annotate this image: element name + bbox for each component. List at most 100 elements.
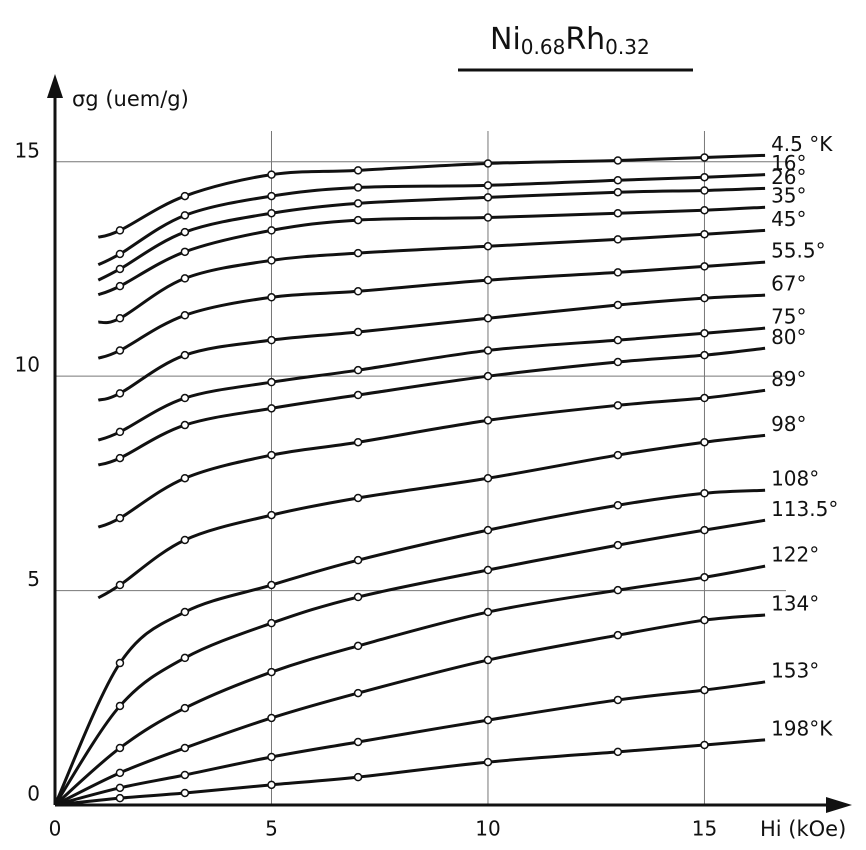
title-part: Ni (490, 22, 521, 57)
data-point (353, 183, 363, 192)
data-point (115, 768, 125, 778)
data-point (180, 227, 190, 237)
data-point (700, 153, 709, 162)
series-label: 55.5° (771, 239, 826, 263)
data-point (115, 427, 125, 437)
data-point (267, 780, 276, 790)
title-subscript: 0.68 (521, 35, 566, 59)
data-point (353, 287, 363, 296)
data-point (353, 327, 363, 337)
data-point (613, 747, 623, 757)
curve (54, 613, 766, 807)
data-point (180, 743, 190, 753)
data-point (353, 641, 363, 651)
data-point (700, 205, 709, 215)
data-point (180, 473, 190, 483)
data-point (700, 262, 709, 271)
curve (97, 153, 766, 239)
data-point (115, 314, 125, 323)
data-point (700, 740, 709, 750)
data-point (115, 793, 125, 803)
data-point (267, 510, 276, 520)
curve (97, 346, 766, 467)
data-point (353, 390, 363, 400)
data-point (353, 199, 363, 208)
data-point (483, 757, 493, 767)
data-point (483, 473, 493, 483)
x-tick-label: 5 (265, 817, 278, 841)
data-point (267, 713, 276, 723)
series-label: 4.5 °K (771, 132, 833, 156)
curve (54, 738, 766, 807)
data-point (700, 329, 709, 338)
curve (53, 518, 766, 806)
data-point (267, 404, 276, 413)
data-point (115, 226, 125, 235)
data-point (613, 401, 623, 410)
data-point (483, 159, 493, 168)
data-point (483, 607, 493, 617)
data-point (115, 743, 125, 753)
data-point (613, 695, 623, 705)
data-point (267, 256, 276, 265)
series-label: 113.5° (771, 497, 838, 521)
curve (97, 388, 766, 529)
data-point (613, 187, 623, 197)
curve (98, 228, 766, 325)
data-point (180, 274, 190, 283)
data-point (700, 685, 709, 695)
data-point (180, 653, 190, 663)
chart-title: Ni0.68Rh0.32 (490, 22, 650, 59)
data-point (180, 211, 190, 220)
curve (97, 186, 766, 282)
series-label: 198°K (771, 716, 833, 740)
data-point (353, 215, 363, 225)
data-point (267, 208, 276, 218)
data-point (353, 688, 363, 698)
series-label: 16° (771, 151, 806, 175)
data-point (115, 701, 125, 711)
data-point (267, 450, 276, 460)
data-point (180, 311, 190, 320)
data-point (180, 191, 190, 201)
data-point (483, 275, 493, 285)
data-point (483, 346, 493, 355)
data-point (180, 703, 190, 713)
data-point (483, 655, 493, 665)
data-point (180, 350, 190, 360)
data-point (353, 772, 363, 782)
data-point (180, 770, 190, 780)
data-point (353, 166, 363, 175)
series-label: 26° (771, 165, 806, 189)
y-axis-arrow (47, 74, 63, 98)
data-point (115, 783, 125, 793)
data-point (613, 335, 623, 345)
y-tick-label: 15 (15, 138, 40, 162)
data-point (267, 618, 276, 628)
data-point (115, 249, 125, 259)
data-point (180, 607, 190, 617)
x-tick-label: 0 (49, 817, 62, 841)
x-tick-label: 15 (692, 817, 717, 841)
data-point (267, 226, 276, 235)
data-point (353, 592, 363, 602)
y-tick-label: 5 (27, 567, 40, 591)
data-point (115, 389, 125, 398)
data-point (613, 630, 623, 640)
data-point (267, 752, 276, 762)
data-point (267, 580, 276, 590)
data-point (115, 453, 125, 463)
curve (97, 326, 766, 442)
data-point (700, 293, 709, 303)
data-point (700, 229, 709, 239)
data-point (115, 281, 125, 291)
curve (97, 205, 766, 297)
data-point (353, 555, 363, 565)
data-point (700, 172, 709, 182)
data-point (267, 377, 276, 387)
series-label: 153° (771, 658, 819, 682)
curve (97, 173, 766, 267)
curve (54, 564, 766, 807)
data-point (353, 365, 363, 375)
data-point (180, 420, 190, 430)
